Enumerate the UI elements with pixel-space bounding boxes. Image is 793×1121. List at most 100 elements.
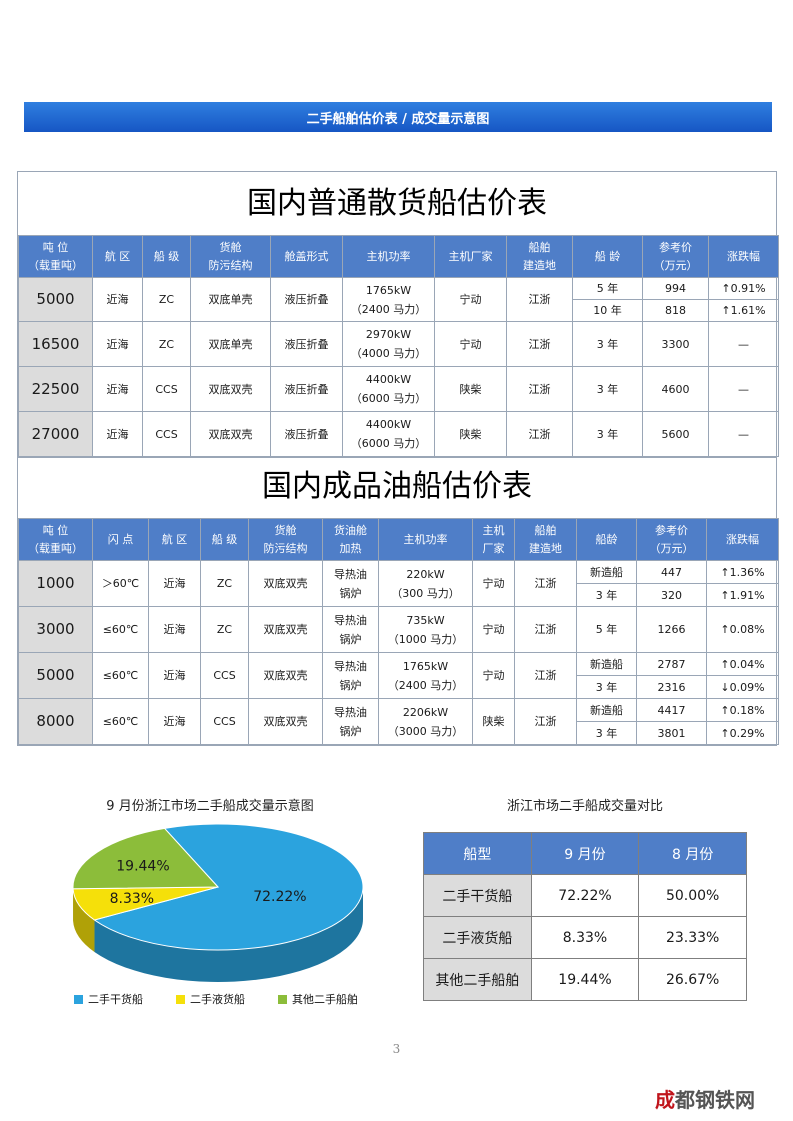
cover-cell: 液压折叠 bbox=[270, 366, 343, 412]
change-cell: ↑0.08% bbox=[706, 606, 779, 653]
bulk-table-title: 国内普通散货船估价表 bbox=[247, 186, 547, 221]
heating-cell: 导热油 锅炉 bbox=[322, 698, 379, 745]
flash-cell: ≤60℃ bbox=[92, 652, 149, 699]
table-row: 3 年 320 ↑1.91% bbox=[19, 583, 779, 607]
age-cell: 5 年 bbox=[572, 277, 643, 300]
maker-cell: 宁动 bbox=[434, 277, 507, 322]
table-row: 5000 ≤60℃ 近海 CCS 双底双壳 导热油 锅炉 1765kW （2400 … bbox=[18, 652, 779, 699]
cover-cell: 液压折叠 bbox=[270, 411, 343, 457]
change-cell: ↑0.91% bbox=[708, 277, 779, 300]
maker-cell: 宁动 bbox=[472, 606, 515, 653]
legend-item-dry: 二手干货船 bbox=[74, 991, 143, 1007]
price-cell: 2787 bbox=[636, 652, 707, 676]
legend-label: 二手液货船 bbox=[190, 993, 245, 1006]
pie-data-label: 8.33% bbox=[110, 891, 154, 907]
compare-header-sep: 9 月份 bbox=[530, 832, 640, 875]
header-power: 主机功率 bbox=[342, 235, 435, 278]
change-cell: ↑1.36% bbox=[706, 560, 779, 584]
cover-cell: 液压折叠 bbox=[270, 321, 343, 367]
page-number: 3 bbox=[392, 1042, 401, 1056]
pie-slice-side bbox=[94, 887, 363, 982]
table-row: 5000 近海 ZC 双底单壳 液压折叠 1765kW （2400 马力） 宁动 … bbox=[18, 277, 779, 322]
age-cell: 5 年 bbox=[576, 606, 637, 653]
place-cell: 江浙 bbox=[514, 606, 577, 653]
area-cell: 近海 bbox=[148, 560, 201, 607]
class-cell: CCS bbox=[142, 411, 191, 457]
header-heating: 货油舱 加热 bbox=[322, 518, 379, 561]
price-cell: 4417 bbox=[636, 698, 707, 722]
table-row: 二手液货船 8.33% 23.33% bbox=[423, 916, 747, 959]
place-cell: 江浙 bbox=[506, 321, 573, 367]
age-cell: 新造船 bbox=[576, 652, 637, 676]
pie-slice bbox=[72, 827, 220, 890]
legend-swatch bbox=[176, 994, 185, 1004]
oil-valuation-table: 国内成品油船估价表 吨 位（载重吨） 闪 点 航 区 船 级 货舱 防污结构 货油… bbox=[17, 455, 779, 746]
flash-cell: ≤60℃ bbox=[92, 606, 149, 653]
compare-value: 50.00% bbox=[638, 874, 747, 917]
power-cell: 1765kW （2400 马力） bbox=[342, 277, 435, 322]
area-cell: 近海 bbox=[148, 606, 201, 653]
heating-cell: 导热油 锅炉 bbox=[322, 560, 379, 607]
header-price: 参考价 （万元） bbox=[636, 518, 707, 561]
oil-table-title: 国内成品油船估价表 bbox=[262, 469, 532, 504]
legend-swatch bbox=[278, 994, 287, 1004]
age-cell: 10 年 bbox=[572, 299, 643, 322]
change-cell: — bbox=[708, 366, 779, 412]
header-structure: 货舱 防污结构 bbox=[248, 518, 323, 561]
table-row: 1000 ＞60℃ 近海 ZC 双底双壳 导热油 锅炉 220kW （300 马力）… bbox=[18, 560, 779, 607]
table-row: 3000 ≤60℃ 近海 ZC 双底双壳 导热油 锅炉 735kW （1000 马力… bbox=[18, 606, 779, 653]
table-row: 二手干货船 72.22% 50.00% bbox=[423, 874, 747, 917]
class-cell: ZC bbox=[142, 321, 191, 367]
area-cell: 近海 bbox=[148, 652, 201, 699]
area-cell: 近海 bbox=[92, 277, 143, 322]
header-class: 船 级 bbox=[142, 235, 191, 278]
age-cell: 3 年 bbox=[572, 321, 643, 367]
price-cell: 3300 bbox=[642, 321, 709, 367]
bulk-header-row: 吨 位（载重吨） 航 区 船 级 货舱 防污结构 舱盖形式 主机功率 主机厂家 船… bbox=[18, 235, 779, 278]
structure-cell: 双底双壳 bbox=[190, 366, 271, 412]
header-age: 船 龄 bbox=[572, 235, 643, 278]
price-cell: 447 bbox=[636, 560, 707, 584]
compare-label: 二手干货船 bbox=[423, 874, 532, 917]
change-cell: ↑0.04% bbox=[706, 652, 779, 676]
structure-cell: 双底双壳 bbox=[248, 652, 323, 699]
power-cell: 2970kW （4000 马力） bbox=[342, 321, 435, 367]
cover-cell: 液压折叠 bbox=[270, 277, 343, 322]
class-cell: CCS bbox=[142, 366, 191, 412]
maker-cell: 宁动 bbox=[434, 321, 507, 367]
place-cell: 江浙 bbox=[506, 277, 573, 322]
power-cell: 220kW （300 马力） bbox=[378, 560, 473, 607]
area-cell: 近海 bbox=[92, 411, 143, 457]
compare-title: 浙江市场二手船成交量对比 bbox=[506, 799, 663, 814]
age-cell: 新造船 bbox=[576, 698, 637, 722]
age-cell: 3 年 bbox=[572, 366, 643, 412]
change-cell: ↑0.18% bbox=[706, 698, 779, 722]
header-power: 主机功率 bbox=[378, 518, 473, 561]
class-cell: ZC bbox=[142, 277, 191, 322]
change-cell: ↑0.29% bbox=[706, 721, 779, 745]
compare-header-aug: 8 月份 bbox=[638, 832, 747, 875]
header-class: 船 级 bbox=[200, 518, 249, 561]
price-cell: 1266 bbox=[636, 606, 707, 653]
heating-cell: 导热油 锅炉 bbox=[322, 652, 379, 699]
power-cell: 2206kW （3000 马力） bbox=[378, 698, 473, 745]
tonnage-cell: 1000 bbox=[18, 560, 93, 607]
tonnage-cell: 16500 bbox=[18, 321, 93, 367]
pie-data-label: 72.22% bbox=[253, 889, 306, 905]
tonnage-cell: 5000 bbox=[18, 652, 93, 699]
table-row: 3 年 3801 ↑0.29% bbox=[19, 721, 779, 745]
compare-value: 72.22% bbox=[530, 874, 640, 917]
class-cell: CCS bbox=[200, 698, 249, 745]
watermark-logo: 成都钢铁网 bbox=[655, 1088, 755, 1112]
structure-cell: 双底双壳 bbox=[248, 698, 323, 745]
legend-item-liquid: 二手液货船 bbox=[176, 991, 245, 1007]
change-cell: ↑1.61% bbox=[708, 299, 779, 322]
tonnage-cell: 3000 bbox=[18, 606, 93, 653]
change-cell: ↓0.09% bbox=[706, 675, 779, 699]
maker-cell: 宁动 bbox=[472, 560, 515, 607]
change-cell: — bbox=[708, 411, 779, 457]
header-area: 航 区 bbox=[92, 235, 143, 278]
pie-chart-title: 9 月份浙江市场二手船成交量示意图 bbox=[106, 799, 314, 814]
class-cell: ZC bbox=[200, 560, 249, 607]
header-structure: 货舱 防污结构 bbox=[190, 235, 271, 278]
